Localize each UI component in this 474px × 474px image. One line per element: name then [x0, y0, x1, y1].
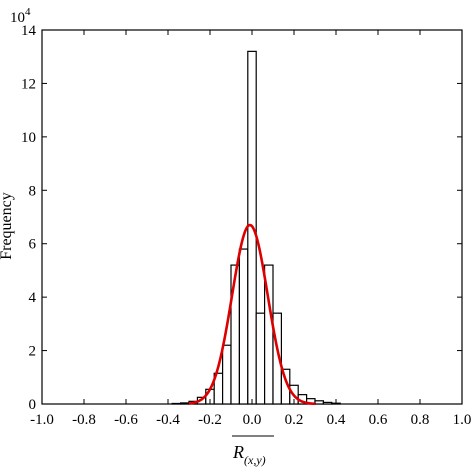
x-axis-title-subscript: (x,y) — [244, 453, 266, 467]
y-axis-multiplier: 104 — [10, 6, 31, 26]
x-axis-title-text: R(x,y) — [232, 442, 266, 467]
y-tick-label: 0 — [29, 397, 37, 413]
gaussian-fit-curve — [188, 223, 316, 406]
y-tick-label: 6 — [29, 237, 37, 253]
x-tick-label: -0.8 — [72, 412, 96, 428]
x-tick-label: -1.0 — [30, 412, 54, 428]
x-axis-title: R(x,y) — [232, 435, 274, 467]
y-tick-label: 4 — [29, 290, 37, 306]
y-tick-label: 12 — [21, 76, 36, 92]
histogram-bar — [314, 400, 324, 405]
histogram-bar — [230, 264, 240, 405]
y-tick-label: 10 — [21, 130, 36, 146]
histogram-bar — [222, 344, 232, 405]
x-tick-label: 0.0 — [243, 412, 262, 428]
x-tick-label: 0.4 — [327, 412, 346, 428]
x-axis-title-main: R — [232, 442, 244, 462]
histogram-bars — [171, 50, 341, 405]
x-tick-label: -0.6 — [114, 412, 138, 428]
histogram-bar — [255, 312, 266, 405]
fit-curve-layer — [188, 223, 316, 406]
histogram-bar — [322, 401, 333, 405]
histogram-bar — [238, 248, 249, 405]
histogram-bar — [171, 402, 182, 405]
x-tick-label: 0.8 — [411, 412, 430, 428]
y-axis-multiplier-exponent: 4 — [25, 6, 31, 18]
y-tick-label: 14 — [21, 23, 37, 39]
y-tick-label: 8 — [29, 183, 37, 199]
x-tick-label: -0.4 — [156, 412, 180, 428]
x-tick-label: 0.2 — [285, 412, 304, 428]
x-tick-label: -0.2 — [198, 412, 222, 428]
histogram-bar — [272, 312, 282, 405]
axis-ticks: -1.0 -0.8 -0.6 -0.4 -0.2 0.0 0.2 0.4 0.6 0.8 1.0 0 2… — [21, 23, 471, 428]
y-axis-multiplier-base: 10 — [10, 10, 25, 26]
histogram-bar — [180, 402, 190, 405]
x-tick-label: 1.0 — [453, 412, 472, 428]
x-tick-label: 0.6 — [369, 412, 388, 428]
y-axis-title: Frequency — [0, 192, 15, 260]
y-tick-label: 2 — [29, 344, 37, 360]
